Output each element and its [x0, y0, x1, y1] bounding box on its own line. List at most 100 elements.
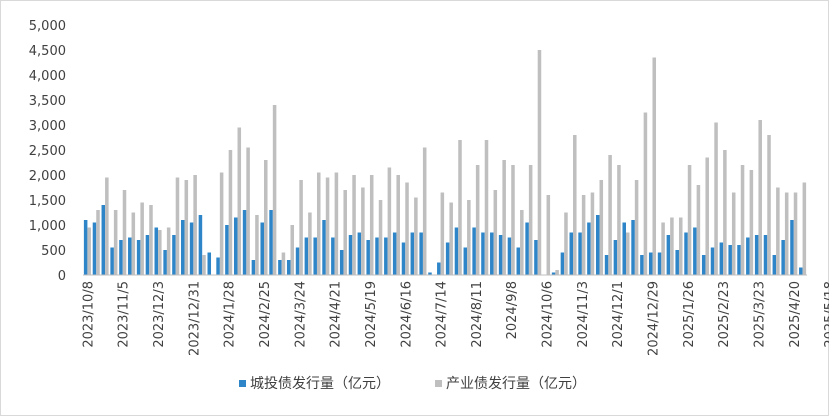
bar-chengtou — [551, 272, 556, 275]
bar-chengtou — [419, 232, 423, 275]
x-tick-label: 2023/10/8 — [81, 281, 96, 348]
bar-chengtou — [622, 222, 626, 275]
x-tick-label: 2024/12/29 — [646, 281, 661, 356]
x-tick-label: 2024/7/14 — [435, 281, 450, 348]
bar-chanye — [802, 182, 807, 275]
bar-chengtou — [366, 240, 370, 275]
bar-chanye — [705, 157, 709, 275]
bar-chanye — [449, 202, 453, 275]
bar-chanye — [246, 147, 250, 275]
bar-chanye — [467, 200, 471, 275]
y-tick-label: 4,500 — [29, 44, 66, 59]
bar-chanye — [652, 57, 657, 275]
bar-chanye — [767, 135, 771, 275]
bar-chengtou — [587, 222, 591, 275]
bar-chengtou — [401, 242, 406, 275]
bar-chengtou — [481, 232, 485, 275]
bar-chanye — [608, 155, 612, 275]
bar-chengtou — [746, 237, 750, 275]
bar-chengtou — [216, 257, 220, 275]
bar-chengtou — [754, 235, 759, 275]
x-tick-label: 2025/3/23 — [752, 281, 767, 348]
bar-chengtou — [569, 232, 574, 275]
bar-chengtou — [278, 260, 282, 275]
x-tick-label: 2023/11/5 — [117, 281, 132, 348]
y-tick-label: 1,000 — [29, 219, 66, 234]
bar-chengtou — [454, 227, 459, 275]
y-tick-label: 3,500 — [29, 94, 66, 109]
bar-chengtou — [781, 240, 785, 275]
bar-chanye — [520, 210, 524, 275]
bar-chengtou — [110, 247, 114, 275]
bar-chanye — [334, 172, 339, 275]
bar-chanye — [731, 192, 736, 275]
bar-chanye — [272, 105, 277, 275]
x-tick-label: 2024/6/16 — [399, 281, 414, 348]
bar-chanye — [643, 112, 648, 275]
y-tick-label: 500 — [41, 244, 66, 259]
x-tick-label: 2023/12/3 — [152, 281, 167, 348]
bar-chengtou — [693, 227, 697, 275]
bar-chanye — [414, 197, 418, 275]
legend-label-产业债: 产业债发行量（亿元） — [446, 376, 586, 392]
y-tick-label: 2,500 — [29, 144, 66, 159]
bar-chanye — [617, 165, 621, 275]
bar-chengtou — [675, 250, 679, 275]
bar-chanye — [581, 195, 586, 275]
bar-chengtou — [357, 232, 362, 275]
bar-chengtou — [207, 252, 212, 275]
bar-chengtou — [92, 222, 97, 275]
bar-chengtou — [534, 240, 538, 275]
bar-chengtou — [83, 220, 88, 275]
bar-chengtou — [463, 247, 468, 275]
bar-chanye — [670, 217, 674, 275]
bar-chanye — [537, 50, 542, 275]
bar-chengtou — [472, 227, 476, 275]
bar-chanye — [440, 192, 445, 275]
bar-chanye — [396, 175, 400, 275]
x-tick-label: 2023/12/31 — [187, 281, 202, 356]
bar-chanye — [405, 182, 409, 275]
bar-chanye — [793, 192, 798, 275]
bar-chanye — [308, 212, 312, 275]
bar-chengtou — [507, 237, 512, 275]
bar-chanye — [626, 232, 630, 275]
bar-chengtou — [304, 237, 309, 275]
x-tick-label: 2024/4/21 — [329, 281, 344, 348]
bar-chengtou — [225, 225, 229, 275]
bar-chengtou — [331, 237, 335, 275]
bar-chengtou — [172, 235, 176, 275]
bar-chengtou — [763, 235, 768, 275]
bar-chanye — [131, 212, 136, 275]
bar-chanye — [758, 120, 762, 275]
bar-chanye — [228, 150, 233, 275]
bar-chengtou — [163, 250, 167, 275]
x-tick-label: 2024/10/6 — [541, 281, 556, 348]
bar-chengtou — [101, 205, 106, 275]
bar-chanye — [149, 205, 153, 275]
bar-chanye — [714, 122, 718, 275]
bar-chanye — [87, 227, 91, 275]
bar-chengtou — [790, 220, 794, 275]
bar-chengtou — [648, 252, 653, 275]
bar-chengtou — [198, 215, 203, 275]
bar-chanye — [264, 160, 268, 275]
bar-chengtou — [136, 240, 141, 275]
bar-chanye — [378, 200, 383, 275]
x-tick-label: 2024/11/3 — [576, 281, 591, 348]
bar-chanye — [175, 177, 180, 275]
bars — [83, 50, 807, 275]
bar-chanye — [749, 170, 754, 275]
bar-chengtou — [516, 247, 521, 275]
bar-chanye — [166, 227, 171, 275]
bar-chengtou — [498, 235, 503, 275]
bar-chengtou — [242, 210, 247, 275]
bar-chengtou — [286, 260, 291, 275]
bar-chengtou — [728, 245, 732, 275]
x-tick-label: 2024/2/25 — [258, 281, 273, 348]
bar-chengtou — [799, 267, 803, 275]
bar-chengtou — [233, 217, 238, 275]
bar-chanye — [661, 222, 665, 275]
bar-chanye — [325, 177, 330, 275]
bar-chengtou — [640, 255, 644, 275]
